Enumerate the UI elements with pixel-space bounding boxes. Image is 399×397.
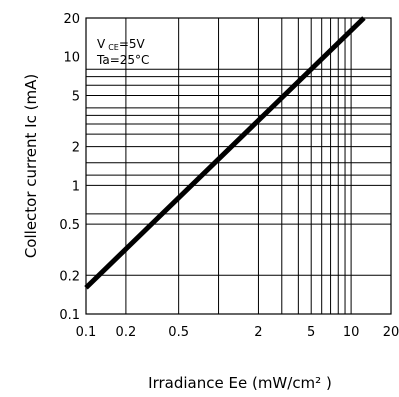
y-tick-label: 0.1 [59, 308, 80, 323]
x-tick-labels: 0.1 0.2 0.5 2 5 10 20 [76, 325, 399, 340]
grid [86, 18, 391, 314]
x-tick-label: 0.2 [116, 325, 137, 340]
y-tick-label: 1 [72, 179, 80, 194]
annotation-vce: V CE=5V [97, 37, 146, 52]
annotation-ta: Ta=25°C [96, 53, 149, 67]
y-tick-labels: 0.1 0.2 0.5 1 2 5 10 20 [59, 12, 80, 323]
x-tick-label: 0.1 [76, 325, 97, 340]
plot-frame [85, 17, 392, 315]
y-tick-label: 5 [72, 89, 80, 104]
y-tick-label: 2 [72, 141, 80, 156]
y-axis-label: Collector current Ic (mA) [22, 74, 40, 258]
y-tick-label: 10 [63, 51, 80, 66]
x-tick-label: 20 [383, 325, 399, 340]
x-tick-label: 0.5 [168, 325, 189, 340]
y-tick-label: 0.2 [59, 269, 80, 284]
series-layer [84, 16, 366, 290]
series-line [84, 16, 366, 290]
y-tick-label: 20 [63, 12, 80, 27]
y-tick-label: 0.5 [59, 218, 80, 233]
x-tick-label: 10 [343, 325, 360, 340]
x-axis-label: Irradiance Ee (mW/cm² ) [148, 374, 332, 392]
x-tick-label: 2 [254, 325, 262, 340]
x-tick-label: 5 [307, 325, 315, 340]
